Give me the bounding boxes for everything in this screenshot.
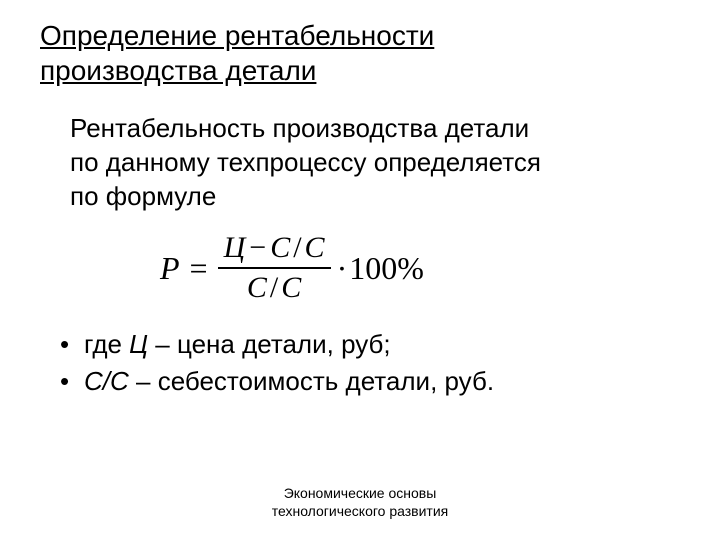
intro-line-1: Рентабельность производства детали bbox=[70, 113, 529, 143]
slide-title: Определение рентабельности производства … bbox=[40, 18, 680, 88]
num-s1: С bbox=[270, 231, 290, 264]
formula-numerator: Ц−С/С bbox=[218, 231, 331, 269]
bullet-2-content: С/С – себестоимость детали, руб. bbox=[84, 364, 494, 399]
bullet-1-content: где Ц – цена детали, руб; bbox=[84, 327, 391, 362]
formula-lhs: P bbox=[160, 250, 180, 287]
intro-text: Рентабельность производства детали по да… bbox=[70, 112, 680, 213]
bullet-marker-icon: • bbox=[60, 364, 72, 399]
formula-denominator: С/С bbox=[241, 269, 307, 305]
num-c: Ц bbox=[224, 231, 246, 264]
den-s2: С bbox=[281, 271, 301, 304]
formula-percent: % bbox=[397, 250, 424, 287]
title-line-1: Определение рентабельности bbox=[40, 20, 434, 51]
bullet-marker-icon: • bbox=[60, 327, 72, 362]
formula: P = Ц−С/С С/С · 100 % bbox=[160, 231, 680, 305]
formula-fraction: Ц−С/С С/С bbox=[218, 231, 331, 305]
footer-line-2: технологического развития bbox=[272, 503, 449, 519]
num-slash: / bbox=[290, 231, 304, 264]
bullet-item-1: • где Ц – цена детали, руб; bbox=[60, 327, 680, 362]
den-s1: С bbox=[247, 271, 267, 304]
intro-line-3: по формуле bbox=[70, 181, 216, 211]
den-slash: / bbox=[267, 271, 281, 304]
bullet-2-var: С/С bbox=[84, 366, 129, 396]
bullet-1-var: Ц bbox=[129, 329, 148, 359]
num-s2: С bbox=[305, 231, 325, 264]
bullet-item-2: • С/С – себестоимость детали, руб. bbox=[60, 364, 680, 399]
bullet-2-text: – себестоимость детали, руб. bbox=[129, 366, 494, 396]
bullet-1-text: – цена детали, руб; bbox=[148, 329, 391, 359]
slide-footer: Экономические основы технологического ра… bbox=[0, 484, 720, 520]
intro-line-2: по данному техпроцессу определяется bbox=[70, 147, 541, 177]
formula-dot: · bbox=[337, 250, 348, 287]
bullet-list: • где Ц – цена детали, руб; • С/С – себе… bbox=[60, 327, 680, 399]
formula-hundred: 100 bbox=[349, 250, 397, 287]
bullet-1-prefix: где bbox=[84, 329, 129, 359]
formula-equals: = bbox=[190, 250, 208, 287]
footer-line-1: Экономические основы bbox=[284, 485, 437, 501]
num-minus: − bbox=[245, 231, 270, 264]
title-line-2: производства детали bbox=[40, 55, 316, 86]
